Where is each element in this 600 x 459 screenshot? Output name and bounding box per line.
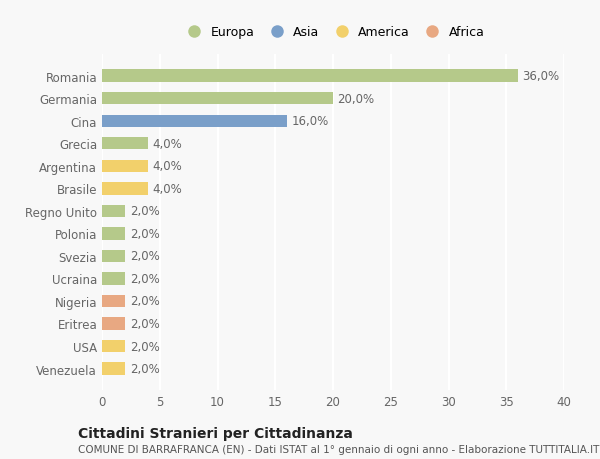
- Text: 2,0%: 2,0%: [130, 272, 160, 285]
- Text: COMUNE DI BARRAFRANCA (EN) - Dati ISTAT al 1° gennaio di ogni anno - Elaborazion: COMUNE DI BARRAFRANCA (EN) - Dati ISTAT …: [78, 444, 599, 454]
- Bar: [102, 160, 148, 173]
- Bar: [102, 70, 518, 83]
- Bar: [102, 363, 125, 375]
- Text: 36,0%: 36,0%: [523, 70, 560, 83]
- Text: Cittadini Stranieri per Cittadinanza: Cittadini Stranieri per Cittadinanza: [78, 426, 353, 440]
- Bar: [102, 115, 287, 128]
- Text: 20,0%: 20,0%: [338, 92, 375, 106]
- Bar: [102, 340, 125, 353]
- Bar: [102, 183, 148, 195]
- Bar: [102, 318, 125, 330]
- Bar: [102, 138, 148, 150]
- Text: 2,0%: 2,0%: [130, 295, 160, 308]
- Bar: [102, 93, 333, 105]
- Legend: Europa, Asia, America, Africa: Europa, Asia, America, Africa: [176, 21, 490, 44]
- Text: 4,0%: 4,0%: [153, 160, 182, 173]
- Bar: [102, 250, 125, 263]
- Text: 4,0%: 4,0%: [153, 137, 182, 151]
- Bar: [102, 295, 125, 308]
- Text: 2,0%: 2,0%: [130, 227, 160, 241]
- Text: 4,0%: 4,0%: [153, 182, 182, 196]
- Text: 2,0%: 2,0%: [130, 362, 160, 375]
- Bar: [102, 228, 125, 240]
- Text: 2,0%: 2,0%: [130, 205, 160, 218]
- Text: 16,0%: 16,0%: [292, 115, 329, 128]
- Text: 2,0%: 2,0%: [130, 340, 160, 353]
- Bar: [102, 205, 125, 218]
- Bar: [102, 273, 125, 285]
- Text: 2,0%: 2,0%: [130, 250, 160, 263]
- Text: 2,0%: 2,0%: [130, 317, 160, 330]
